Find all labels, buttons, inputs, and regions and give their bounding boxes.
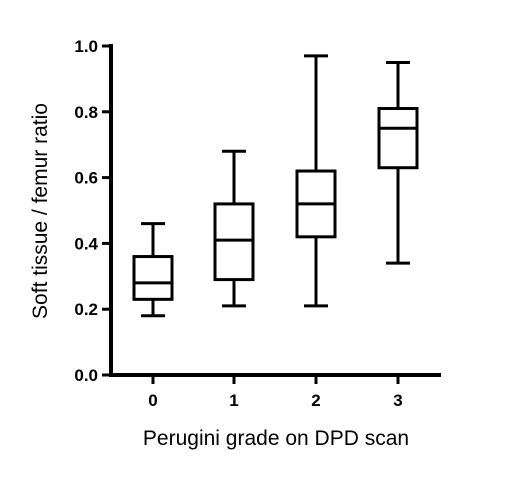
x-tick-label: 3: [393, 391, 402, 410]
x-axis-title: Perugini grade on DPD scan: [143, 427, 409, 450]
box-plot-series: [132, 54, 419, 318]
y-tick-label: 0.0: [74, 366, 98, 385]
x-tick-label: 1: [229, 391, 238, 410]
box-group-grade-0: [132, 222, 174, 318]
box-group-grade-1: [213, 149, 255, 308]
y-tick-label: 1.0: [74, 37, 98, 56]
iqr-box: [213, 202, 255, 282]
y-tick-label: 0.4: [74, 234, 98, 253]
y-tick-label: 0.8: [74, 103, 98, 122]
x-tick-label: 0: [148, 391, 157, 410]
iqr-box: [377, 107, 419, 170]
x-tick-label: 2: [311, 391, 320, 410]
y-tick-label: 0.6: [74, 169, 98, 188]
box-group-grade-3: [377, 60, 419, 265]
x-axis-ticks: 0 1 2 3: [148, 375, 403, 410]
box-group-grade-2: [295, 54, 337, 308]
iqr-box: [132, 255, 174, 301]
y-axis-title: Soft tissue / femur ratio: [29, 103, 52, 319]
y-tick-label: 0.2: [74, 300, 98, 319]
y-axis-ticks: 0.0 0.2 0.4 0.6 0.8 1.0: [74, 37, 111, 385]
